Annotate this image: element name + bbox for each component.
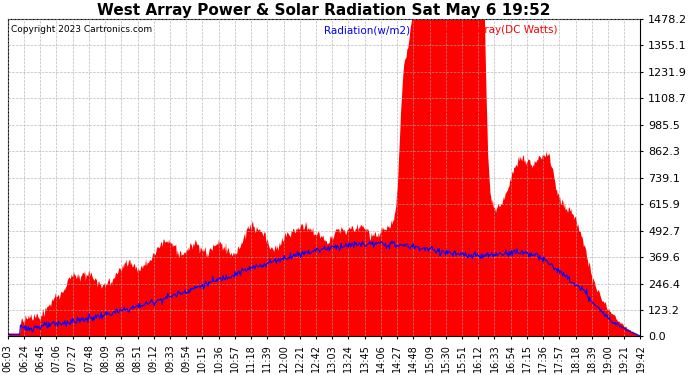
Text: West Array(DC Watts): West Array(DC Watts) [444, 25, 558, 35]
Text: Radiation(w/m2): Radiation(w/m2) [324, 25, 411, 35]
Title: West Array Power & Solar Radiation Sat May 6 19:52: West Array Power & Solar Radiation Sat M… [97, 3, 551, 18]
Text: Copyright 2023 Cartronics.com: Copyright 2023 Cartronics.com [11, 25, 152, 34]
